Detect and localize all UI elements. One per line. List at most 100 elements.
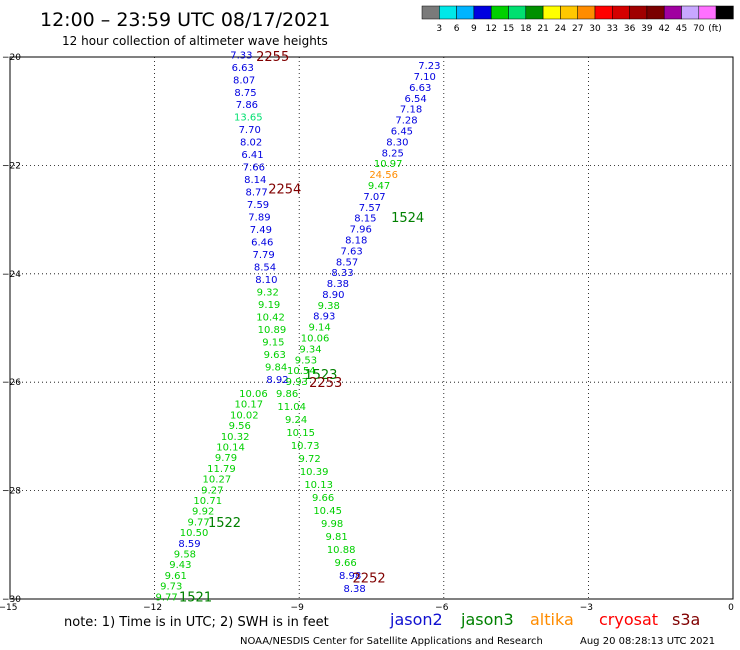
colorbar-label: 9 <box>471 24 477 34</box>
swh-value: 8.33 <box>331 268 353 279</box>
swh-value: 11.04 <box>277 402 306 413</box>
colorbar-label: 30 <box>589 24 601 34</box>
swh-value: 8.90 <box>322 290 344 301</box>
colorbar-swatch <box>508 5 527 20</box>
swh-value: 7.28 <box>395 116 417 127</box>
swh-value: 8.75 <box>234 88 256 99</box>
colorbar-swatch <box>473 5 492 20</box>
colorbar-label: 3 <box>436 24 442 34</box>
swh-value: 7.86 <box>236 100 258 111</box>
axis-ticks: −15 −12 −9 −6 −3 0−20−22−24−26−28−30 <box>0 53 734 613</box>
swh-value: 10.27 <box>203 475 232 486</box>
colorbar-swatch <box>646 5 665 20</box>
swh-value: 8.59 <box>178 539 200 550</box>
legend-altika: altika <box>530 610 574 629</box>
swh-value: 9.61 <box>165 571 187 582</box>
colorbar-label: 21 <box>537 24 548 34</box>
swh-value: 9.72 <box>299 454 321 465</box>
colorbar-swatch <box>681 5 700 20</box>
colorbar-swatch <box>612 5 630 20</box>
swh-value: 6.63 <box>409 83 431 94</box>
swh-value: 10.54 <box>287 366 316 377</box>
swh-value: 8.57 <box>336 257 358 268</box>
swh-value: 8.02 <box>240 138 262 149</box>
swh-value: 10.14 <box>216 443 245 454</box>
swh-value: 9.73 <box>160 582 182 593</box>
swh-value: 9.43 <box>169 560 191 571</box>
swh-value: 9.92 <box>192 507 214 518</box>
swh-value: 9.24 <box>285 415 307 426</box>
pass-time-label: 2254 <box>268 183 301 198</box>
swh-value: 9.81 <box>326 532 348 543</box>
legend-cryosat: cryosat <box>599 610 658 629</box>
swh-value: 9.27 <box>201 485 223 496</box>
swh-value: 8.15 <box>354 214 376 225</box>
swh-value: 9.66 <box>334 558 356 569</box>
swh-value: 7.18 <box>400 105 422 116</box>
colorbar-label: 42 <box>658 24 669 34</box>
swh-value: 9.47 <box>368 181 390 192</box>
legend-s3a: s3a <box>672 610 700 629</box>
y-tick-label: −26 <box>2 378 21 388</box>
swh-value: 9.77 <box>187 517 209 528</box>
swh-value: 9.14 <box>309 323 331 334</box>
colorbar-label: 18 <box>520 24 532 34</box>
swh-value: 9.34 <box>299 344 321 355</box>
colorbar-swatch <box>421 5 440 20</box>
colorbar-label: 12 <box>485 24 496 34</box>
legend-jason2: jason2 <box>389 610 443 629</box>
swh-value: 7.10 <box>414 72 436 83</box>
swh-value: 8.30 <box>386 137 408 148</box>
swh-value: 9.53 <box>295 355 317 366</box>
swh-value: 10.06 <box>301 334 330 345</box>
swh-value: 9.19 <box>258 300 280 311</box>
swh-value: 10.17 <box>235 400 264 411</box>
pass-time-label: 2253 <box>309 376 342 391</box>
swh-value: 9.93 <box>286 377 308 388</box>
swh-value: 10.88 <box>327 545 356 556</box>
swh-value: 7.23 <box>418 61 440 72</box>
swh-value: 9.38 <box>318 301 340 312</box>
colorbar-swatch <box>490 5 509 20</box>
colorbar-label: 70 <box>693 24 705 34</box>
chart-title: 12:00 – 23:59 UTC 08/17/2021 <box>40 9 330 31</box>
swh-value: 9.66 <box>312 493 334 504</box>
colorbar-swatch <box>594 5 613 20</box>
swh-value: 10.32 <box>221 432 250 443</box>
swh-value: 7.96 <box>350 225 372 236</box>
pass-time-label: 2255 <box>256 50 289 65</box>
colorbar-swatch <box>456 5 475 20</box>
swh-value: 10.39 <box>300 467 329 478</box>
colorbar-swatch <box>577 5 596 20</box>
y-tick-label: −20 <box>2 53 21 63</box>
swh-value: 9.98 <box>321 519 343 530</box>
swh-value: 7.66 <box>243 163 265 174</box>
swh-value: 8.38 <box>343 584 365 595</box>
plot-grid <box>10 57 733 599</box>
colorbar-label: 27 <box>572 24 583 34</box>
footer-note: note: 1) Time is in UTC; 2) SWH is in fe… <box>64 615 329 630</box>
colorbar-label: 36 <box>624 24 636 34</box>
satellite-legend: jason2 jason3 altika cryosat s3a <box>389 610 700 629</box>
swh-value: 10.73 <box>291 441 320 452</box>
swh-value: 8.07 <box>233 75 255 86</box>
swh-value: 6.46 <box>251 238 273 249</box>
swh-value: 9.15 <box>262 337 284 348</box>
colorbar-swatch <box>542 5 561 20</box>
swh-value: 7.07 <box>363 192 385 203</box>
pass-time-label: 1522 <box>208 516 241 531</box>
y-tick-label: −24 <box>2 270 21 280</box>
footer-credit: NOAA/NESDIS Center for Satellite Applica… <box>240 636 543 647</box>
colorbar-label: 45 <box>676 24 687 34</box>
y-tick-label: −22 <box>2 161 21 171</box>
swh-value: 9.86 <box>276 389 298 400</box>
pass-time-label: 1523 <box>304 368 337 383</box>
x-tick-label: 0 <box>728 603 734 613</box>
swh-value: 13.65 <box>234 113 263 124</box>
swh-value: 10.02 <box>230 410 259 421</box>
plot-frame <box>9 56 734 600</box>
colorbar-unit: (ft) <box>708 24 722 34</box>
swh-value: 9.77 <box>156 592 178 603</box>
legend-jason3: jason3 <box>460 610 514 629</box>
